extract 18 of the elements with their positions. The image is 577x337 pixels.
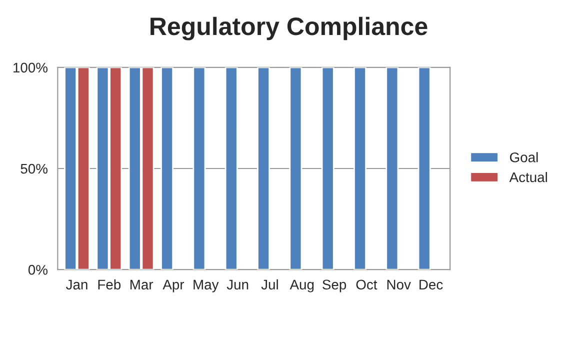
x-tick-label: Jun [226, 280, 248, 290]
x-tick-label: Aug [290, 280, 314, 292]
x-tick-label: Jan [66, 280, 88, 290]
x-tick-label: Dec [420, 280, 443, 290]
legend-label: Actual [509, 172, 547, 182]
y-tick-label: 50% [20, 164, 48, 174]
x-tick-label: Oct [356, 280, 378, 290]
x-tick-label: Mar [130, 280, 154, 290]
y-tick-label: 100% [14, 62, 48, 73]
x-tick-label: Jul [261, 279, 278, 290]
x-tick-label: Feb [98, 279, 121, 290]
x-tick-label: May [194, 280, 219, 292]
y-tick-label: 0% [28, 264, 48, 275]
chart-title: Regulatory Compliance [150, 16, 428, 40]
legend-label: Goal [510, 152, 538, 162]
x-tick-label: Sep [322, 280, 346, 292]
x-tick-label: Apr [162, 280, 184, 292]
x-tick-label: Nov [387, 280, 411, 290]
